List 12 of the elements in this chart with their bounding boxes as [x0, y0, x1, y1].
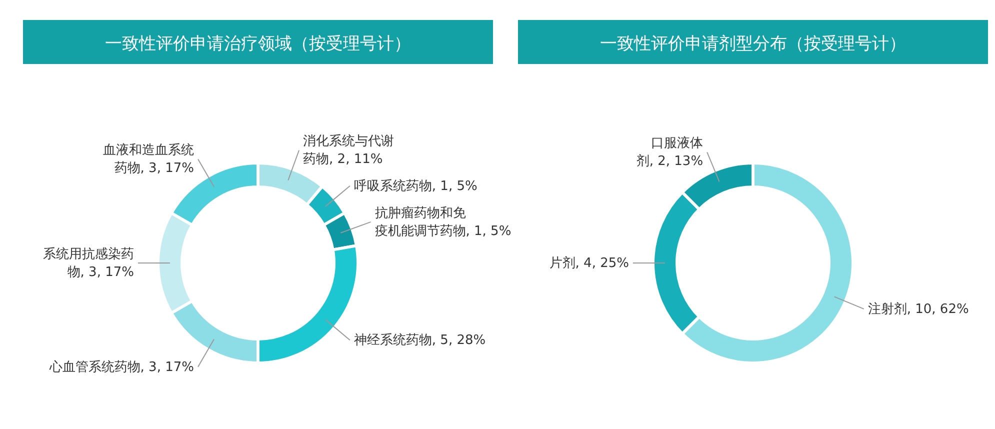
slice-label: 系统用抗感染药物, 3, 17% — [43, 247, 134, 280]
slice-label: 血液和造血系统药物, 3, 17% — [103, 143, 194, 176]
slice-label: 片剂, 4, 25% — [549, 255, 629, 271]
chart-title: 一致性评价申请剂型分布（按受理号计） — [600, 34, 906, 54]
slice-label: 口服液体剂, 2, 13% — [636, 136, 704, 170]
slice-label: 神经系统药物, 5, 28% — [354, 333, 486, 348]
slice-label: 注射剂, 10, 62% — [868, 300, 969, 317]
chart-title: 一致性评价申请治疗领域（按受理号计） — [105, 34, 411, 54]
slice-label: 心血管系统药物, 3, 17% — [48, 358, 194, 375]
slice-label: 消化系统与代谢药物, 2, 11% — [303, 134, 394, 168]
slice-label: 抗肿瘤药物和免疫机能调节药物, 1, 5% — [374, 204, 512, 239]
slice-label: 呼吸系统药物, 1, 5% — [354, 178, 478, 194]
